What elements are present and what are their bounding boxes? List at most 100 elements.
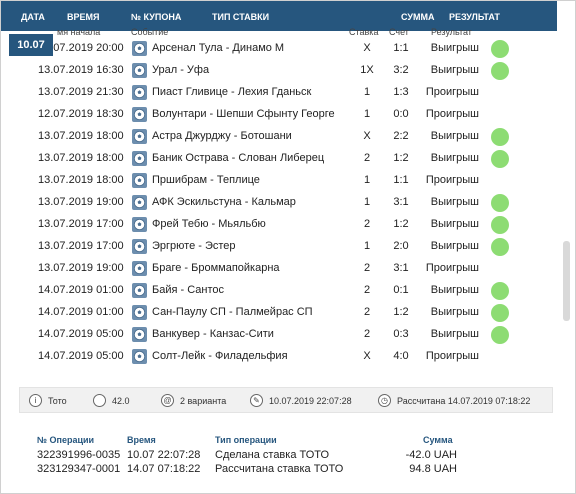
subheader-bet: Ставка — [349, 27, 379, 37]
event-start-time: 13.07.2019 17:00 — [38, 218, 124, 230]
win-indicator-dot — [491, 282, 509, 300]
scrollbar-thumb[interactable] — [563, 241, 570, 321]
event-name[interactable]: Урал - Уфа — [152, 64, 210, 76]
event-bet: 2 — [363, 218, 371, 230]
event-bet: 1 — [363, 86, 371, 98]
event-bet: 2 — [363, 284, 371, 296]
event-row: 13.07.2019 18:00 Астра Джурджу - Ботошани… — [1, 126, 557, 148]
event-name[interactable]: Фрей Тебю - Мьяльбю — [152, 218, 266, 230]
event-result: Выигрыш — [430, 196, 479, 208]
win-indicator-dot — [491, 194, 509, 212]
info-amount-value: 42.0 — [112, 396, 130, 406]
operation-time: 10.07 22:07:28 — [127, 449, 201, 461]
header-bet-type: ТИП СТАВКИ — [212, 12, 270, 22]
info-icon: i — [29, 394, 42, 407]
soccer-ball-icon — [132, 327, 147, 342]
event-bet: 1X — [360, 64, 374, 76]
event-name[interactable]: Браге - Броммапойкарна — [152, 262, 280, 274]
event-start-time: 13.07.2019 17:00 — [38, 240, 124, 252]
header-result: РЕЗУЛЬТАТ — [449, 12, 500, 22]
win-indicator-dot — [491, 150, 509, 168]
event-score: 1:1 — [393, 42, 409, 54]
event-result: Выигрыш — [430, 218, 479, 230]
event-name[interactable]: Байя - Сантос — [152, 284, 225, 296]
ops-header-id: № Операции — [37, 435, 95, 445]
event-bet: 2 — [363, 152, 371, 164]
event-name[interactable]: АФК Эскильстуна - Кальмар — [152, 196, 296, 208]
subheader-result: Результат — [431, 27, 472, 37]
event-result: Выигрыш — [430, 284, 479, 296]
event-result: Выигрыш — [430, 130, 479, 142]
event-name[interactable]: Эргрюте - Эстер — [152, 240, 236, 252]
event-bet: 1 — [363, 108, 371, 120]
header-sum: СУММА — [401, 12, 435, 22]
event-start-time: 13.07.2019 20:00 — [38, 42, 124, 54]
coin-icon — [93, 394, 106, 407]
event-start-time: 13.07.2019 19:00 — [38, 196, 124, 208]
event-score: 3:2 — [393, 64, 409, 76]
event-bet: X — [363, 42, 371, 54]
operation-sum: -42.0 UAH — [405, 449, 457, 461]
win-indicator-dot — [491, 326, 509, 344]
event-row: 13.07.2019 21:30 Пиаст Гливице - Лехия Гд… — [1, 82, 557, 104]
header-coupon-number: № КУПОНА — [131, 12, 182, 22]
event-name[interactable]: Ванкувер - Канзас-Сити — [152, 328, 274, 340]
event-name[interactable]: Пршибрам - Теплице — [152, 174, 260, 186]
event-start-time: 14.07.2019 05:00 — [38, 328, 124, 340]
event-score: 1:1 — [393, 174, 409, 186]
event-start-time: 14.07.2019 01:00 — [38, 306, 124, 318]
soccer-ball-icon — [132, 239, 147, 254]
table-header: ДАТА ВРЕМЯ № КУПОНА ТИП СТАВКИ СУММА РЕЗ… — [1, 1, 557, 31]
event-result: Выигрыш — [430, 64, 479, 76]
soccer-ball-icon — [132, 195, 147, 210]
event-row: 13.07.2019 19:00 Браге - Броммапойкарна 2 3… — [1, 258, 557, 280]
soccer-ball-icon — [132, 85, 147, 100]
ops-header-type: Тип операции — [215, 435, 277, 445]
soccer-ball-icon — [132, 173, 147, 188]
event-score: 1:2 — [393, 218, 409, 230]
event-name[interactable]: Пиаст Гливице - Лехия Гданьск — [152, 86, 312, 98]
subheader-event: Событие — [131, 27, 169, 37]
event-row: 14.07.2019 01:00 Байя - Сантос 2 0:1 Выигрыш — [1, 280, 557, 302]
operation-sum: 94.8 UAH — [409, 463, 457, 475]
win-indicator-dot — [491, 216, 509, 234]
date-badge[interactable]: 10.07 — [9, 34, 53, 56]
event-start-time: 13.07.2019 18:00 — [38, 174, 124, 186]
operation-id: 323129347-0001 — [37, 463, 121, 475]
event-start-time: 12.07.2019 18:30 — [38, 108, 124, 120]
event-score: 2:2 — [393, 130, 409, 142]
event-score: 1:2 — [393, 306, 409, 318]
event-name[interactable]: Волунтари - Шепши Сфынту Георге — [152, 108, 335, 120]
clock-icon: ◷ — [378, 394, 391, 407]
event-row: 13.07.2019 16:30 Урал - Уфа 1X 3:2 Выигрыш — [1, 60, 557, 82]
soccer-ball-icon — [132, 129, 147, 144]
win-indicator-dot — [491, 62, 509, 80]
event-result: Выигрыш — [430, 240, 479, 252]
event-score: 1:3 — [393, 86, 409, 98]
subheader-score: Счет — [389, 27, 409, 37]
soccer-ball-icon — [132, 151, 147, 166]
event-bet: 2 — [363, 306, 371, 318]
event-result: Проигрыш — [425, 108, 479, 120]
operation-id: 322391996-0035 — [37, 449, 121, 461]
event-score: 0:3 — [393, 328, 409, 340]
event-row: 13.07.2019 17:00 Фрей Тебю - Мьяльбю 2 1:2 В… — [1, 214, 557, 236]
info-created-value: 10.07.2019 22:07:28 — [269, 396, 352, 406]
event-name[interactable]: Астра Джурджу - Ботошани — [152, 130, 292, 142]
event-bet: 1 — [363, 240, 371, 252]
info-settled-value: Рассчитана 14.07.2019 07:18:22 — [397, 396, 531, 406]
event-result: Проигрыш — [425, 262, 479, 274]
event-name[interactable]: Баник Острава - Слован Либерец — [152, 152, 325, 164]
event-bet: X — [363, 130, 371, 142]
soccer-ball-icon — [132, 261, 147, 276]
win-indicator-dot — [491, 40, 509, 58]
header-date: ДАТА — [21, 12, 45, 22]
event-row: 13.07.2019 17:00 Эргрюте - Эстер 1 2:0 Выигр… — [1, 236, 557, 258]
event-name[interactable]: Солт-Лейк - Филадельфия — [152, 350, 288, 362]
event-start-time: 14.07.2019 01:00 — [38, 284, 124, 296]
info-variants-value: 2 варианта — [180, 396, 227, 406]
event-result: Выигрыш — [430, 152, 479, 164]
event-score: 3:1 — [393, 196, 409, 208]
event-name[interactable]: Сан-Паулу СП - Палмейрас СП — [152, 306, 313, 318]
event-name[interactable]: Арсенал Тула - Динамо М — [152, 42, 285, 54]
